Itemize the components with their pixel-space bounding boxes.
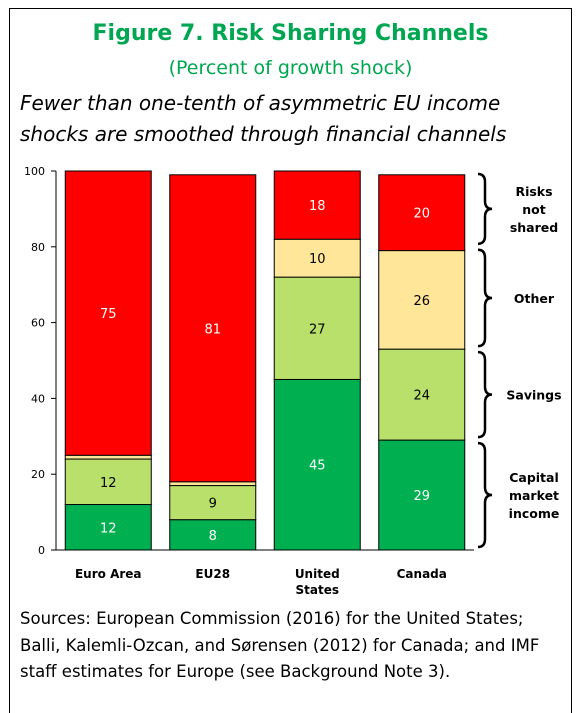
bracket-label: income [509,506,560,521]
data-label: 27 [309,322,326,337]
bar-segment-capital [64,504,152,551]
bracket-label: shared [510,220,558,235]
bar-segment-other [64,454,152,460]
bar-segment-capital [169,519,257,551]
x-tick-label: States [296,583,340,597]
bracket [477,350,493,439]
bracket-label: not [522,202,545,217]
bracket-label: market [509,488,559,503]
bracket-label: Capital [509,470,559,485]
x-tick-label: EU28 [195,567,230,581]
data-label: 20 [413,207,430,222]
data-label: 26 [413,294,430,309]
x-tick-label: United [295,567,340,581]
bar-segment-other [378,250,466,350]
data-label: 18 [309,199,326,214]
y-tick-label: 100 [24,165,45,178]
data-label: 10 [309,252,326,267]
bar-segment-other [169,481,257,487]
x-tick-label: Canada [397,567,447,581]
y-tick-label: 80 [31,241,45,254]
bar-segment-not-shared [169,174,257,483]
y-tick-label: 60 [31,317,45,330]
bracket-label: Savings [506,388,561,403]
data-label: 24 [413,389,430,404]
bracket-label: Risks [515,184,552,199]
figure-headline: Fewer than one-tenth of asymmetric EU in… [20,91,507,146]
data-label: 45 [309,459,326,474]
bar-segment-other [273,238,361,278]
stacked-bar-chart: 0 20 40 60 80 100 12 12 75 Euro Area 8 9 81 EU28 45 27 1… [24,165,562,597]
x-tick-label: Euro Area [75,567,142,581]
data-label: 8 [209,529,217,544]
figure-title: Figure 7. Risk Sharing Channels [92,21,489,46]
bar-segment-not-shared [378,174,466,252]
y-tick-label: 40 [31,392,45,405]
bar-segment-savings [273,276,361,380]
bar-segment-not-shared [64,170,152,456]
data-label: 9 [209,497,217,512]
bracket [477,441,493,549]
figure-frame [9,8,572,713]
y-tick-label: 0 [38,544,45,557]
bar-segment-savings [378,348,466,441]
data-label: 12 [100,521,117,536]
data-label: 81 [204,322,221,337]
data-label: 12 [100,476,117,491]
y-tick-label: 20 [31,468,45,481]
data-label: 29 [413,489,430,504]
bracket-label: Other [514,291,555,306]
bracket [477,172,493,246]
bracket [477,248,493,348]
data-label: 75 [100,307,117,322]
figure-subtitle: (Percent of growth shock) [168,57,413,79]
bar-segment-not-shared [273,170,361,240]
bar-segment-savings [64,458,152,506]
figure-source: Sources: European Commission (2016) for … [20,609,540,681]
